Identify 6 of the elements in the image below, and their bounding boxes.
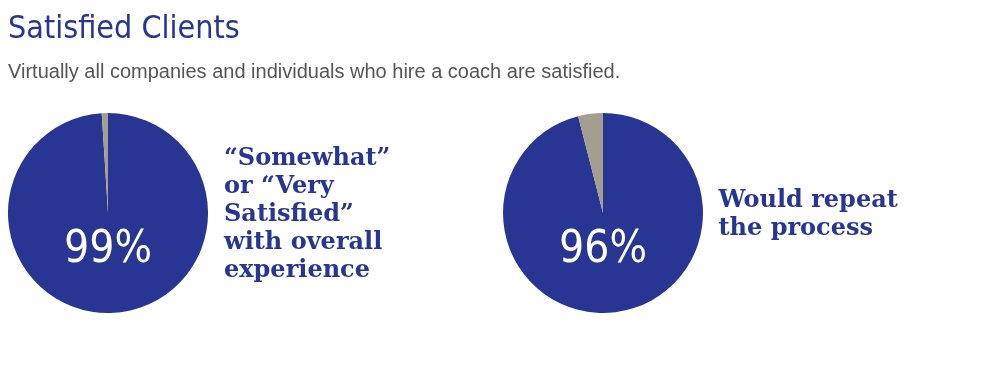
slice-label: “Somewhat” or “Very Satisfied” with overall experience: [224, 142, 392, 283]
chart-title: Satisfied Clients: [8, 8, 241, 46]
data-label: 96%: [558, 221, 647, 273]
slice-label: Would repeat the process: [718, 184, 899, 241]
chart-subtitle: Virtually all companies and individuals who hire a coach are satisfied.: [8, 60, 622, 83]
data-label: 99%: [64, 221, 152, 273]
